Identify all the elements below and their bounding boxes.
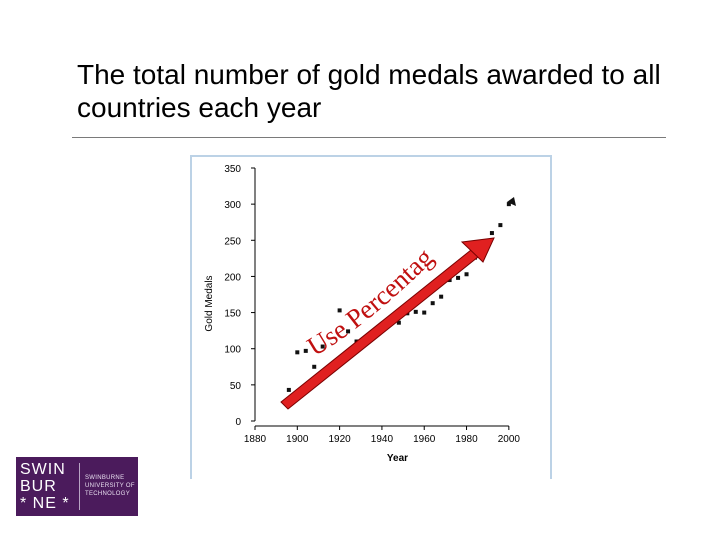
y-tick-label: 0	[235, 417, 241, 428]
data-point	[456, 275, 461, 280]
data-point	[337, 308, 342, 313]
x-tick-label: 1880	[244, 434, 267, 445]
x-axis-label: Year	[387, 453, 408, 464]
swinburne-logo: SWIN BUR * NE * SWINBURNE UNIVERSITY OF …	[16, 457, 138, 516]
data-point	[430, 301, 435, 306]
annotation-text: Use Percentage	[0, 0, 439, 362]
logo-sub-2: UNIVERSITY OF	[85, 483, 135, 489]
title-divider	[72, 137, 666, 138]
data-point	[439, 294, 444, 299]
data-point	[312, 364, 317, 369]
x-tick-label: 1900	[286, 434, 309, 445]
data-point	[464, 272, 469, 277]
arrow-shaft	[280, 245, 484, 410]
data-point	[303, 348, 308, 353]
y-tick-label: 150	[224, 309, 241, 320]
y-tick-label: 200	[224, 272, 241, 283]
x-axis-ticks: 1880 1900 1920 1940 1960 1980 2000	[244, 426, 521, 445]
logo-sub-1: SWINBURNE	[85, 475, 125, 481]
slide-title: The total number of gold medals awarded …	[77, 59, 661, 123]
data-point	[413, 309, 418, 314]
y-tick-label: 300	[224, 200, 241, 211]
data-point	[498, 223, 503, 228]
chart-frame	[190, 155, 552, 479]
data-point	[489, 231, 494, 236]
logo-wordmark: SWIN BUR * NE *	[16, 457, 78, 516]
x-tick-label: 1980	[455, 434, 478, 445]
logo-line-2: BUR	[20, 478, 57, 495]
arrow-tip	[507, 197, 516, 206]
y-tick-label: 100	[224, 345, 241, 356]
data-point	[295, 350, 300, 355]
y-tick-label: 50	[230, 381, 242, 392]
y-axis-label: Gold Medals	[204, 275, 215, 331]
logo-sub-3: TECHNOLOGY	[85, 491, 131, 497]
logo-line-3: * NE *	[20, 495, 70, 512]
annotation-use-percentage: Use Percentage	[0, 0, 439, 362]
x-tick-label: 1960	[413, 434, 436, 445]
data-point	[422, 310, 427, 315]
y-axis-ticks: 0 50 100 150 200 250 300 350	[224, 164, 255, 428]
logo-divider	[79, 463, 80, 510]
data-point	[286, 387, 291, 392]
x-tick-label: 1940	[371, 434, 394, 445]
x-tick-label: 1920	[328, 434, 351, 445]
logo-line-1: SWIN	[20, 461, 66, 478]
y-tick-label: 250	[224, 236, 241, 247]
arrow-head	[460, 237, 495, 263]
data-point	[320, 344, 325, 349]
y-tick-label: 350	[224, 164, 241, 175]
data-point	[346, 329, 351, 334]
x-tick-label: 2000	[498, 434, 521, 445]
data-point	[506, 202, 511, 207]
data-point	[396, 320, 401, 325]
trend-arrow	[280, 197, 516, 410]
